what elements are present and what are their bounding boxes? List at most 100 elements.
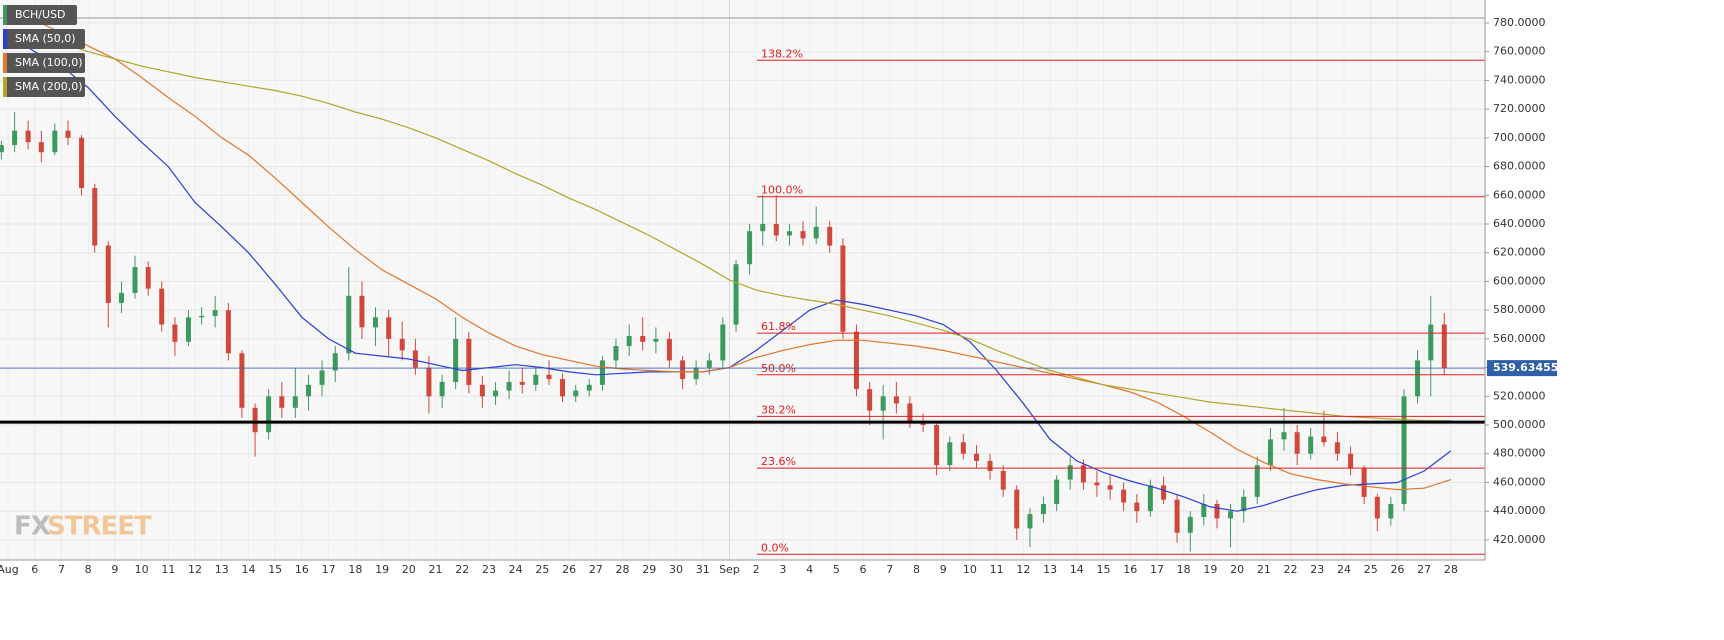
- x-tick-label: 8: [85, 563, 92, 576]
- x-tick-label: 24: [509, 563, 523, 576]
- x-tick-label: 3: [779, 563, 786, 576]
- candle-body: [640, 336, 646, 342]
- candle-body: [1241, 496, 1247, 512]
- candle-body: [533, 374, 539, 385]
- x-tick-label: 24: [1337, 563, 1351, 576]
- candle-body: [1134, 502, 1140, 512]
- x-tick-label: 6: [860, 563, 867, 576]
- candle-body: [613, 346, 619, 361]
- sma-line: [7, 8, 1452, 491]
- x-tick-label: 28: [1444, 563, 1458, 576]
- candle-body: [1294, 432, 1300, 454]
- candle-body: [453, 338, 459, 382]
- candle-body: [306, 384, 312, 397]
- candle-body: [1267, 439, 1273, 466]
- y-tick-label: 640.0000: [1493, 217, 1546, 230]
- x-tick-label: 2: [753, 563, 760, 576]
- candle-body: [1388, 504, 1394, 519]
- candle-body: [372, 317, 378, 328]
- y-tick-label: 780.0000: [1493, 16, 1546, 29]
- x-tick-label: 10: [963, 563, 977, 576]
- x-tick-label: 16: [295, 563, 309, 576]
- x-tick-label: 22: [1284, 563, 1298, 576]
- candle-body: [1107, 485, 1113, 490]
- candle-body: [466, 338, 472, 385]
- fib-label: 23.6%: [761, 455, 796, 468]
- x-tick-label: 8: [913, 563, 920, 576]
- y-tick-label: 500.0000: [1493, 418, 1546, 431]
- candle-body: [185, 317, 191, 342]
- candle-body: [279, 396, 285, 408]
- candle-body: [733, 264, 739, 325]
- candle-body: [680, 360, 686, 380]
- legend-box: [3, 77, 85, 97]
- candle-body: [1121, 489, 1127, 503]
- candle-body: [399, 338, 405, 351]
- candle-body: [1094, 482, 1100, 486]
- y-tick-label: 720.0000: [1493, 102, 1546, 115]
- candle-body: [212, 310, 218, 316]
- candle-body: [1080, 465, 1086, 483]
- y-tick-label: 480.0000: [1493, 447, 1546, 460]
- y-tick-label: 420.0000: [1493, 533, 1546, 546]
- x-tick-label: 23: [1310, 563, 1324, 576]
- x-tick-label: 17: [1150, 563, 1164, 576]
- candle-body: [907, 403, 913, 423]
- candle-body: [1415, 360, 1421, 397]
- candle-body: [266, 396, 272, 433]
- candle-body: [346, 295, 352, 354]
- candle-body: [599, 360, 605, 385]
- legend-swatch: [3, 77, 7, 97]
- candle-body: [960, 442, 966, 454]
- x-tick-label: 11: [990, 563, 1004, 576]
- candle-body: [132, 267, 138, 293]
- candle-body: [546, 374, 552, 380]
- candle-body: [519, 381, 525, 385]
- candle-body: [359, 295, 365, 328]
- fib-label: 38.2%: [761, 403, 796, 416]
- candle-body: [12, 130, 18, 146]
- candle-body: [292, 396, 298, 408]
- candle-body: [666, 338, 672, 361]
- candle-body: [172, 324, 178, 342]
- candle-body: [1147, 485, 1153, 512]
- y-tick-label: 760.0000: [1493, 45, 1546, 58]
- x-tick-label: 20: [402, 563, 416, 576]
- candle-body: [720, 324, 726, 361]
- x-tick-label: 25: [535, 563, 549, 576]
- candle-body: [65, 130, 71, 138]
- x-tick-label: 20: [1230, 563, 1244, 576]
- fib-label: 0.0%: [761, 541, 789, 554]
- legend-label: SMA (200,0): [15, 80, 83, 93]
- candle-body: [118, 292, 124, 303]
- candle-body: [52, 130, 58, 153]
- candle-body: [92, 188, 98, 246]
- candle-body: [159, 288, 165, 325]
- candle-body: [813, 226, 819, 239]
- y-tick-label: 560.0000: [1493, 332, 1546, 345]
- x-tick-label: 13: [1043, 563, 1057, 576]
- x-tick-label: 7: [886, 563, 893, 576]
- x-tick-label: 18: [1177, 563, 1191, 576]
- x-tick-label: 12: [188, 563, 202, 576]
- candle-body: [0, 145, 4, 153]
- last-price-label: 539.63455: [1493, 361, 1558, 374]
- candle-body: [506, 381, 512, 391]
- candle-body: [853, 331, 859, 390]
- x-tick-label: 27: [1417, 563, 1431, 576]
- x-tick-label: 16: [1123, 563, 1137, 576]
- candle-body: [1201, 504, 1207, 517]
- candle-body: [893, 396, 899, 404]
- candle-body: [79, 137, 85, 189]
- y-tick-label: 440.0000: [1493, 504, 1546, 517]
- x-tick-label: 10: [135, 563, 149, 576]
- x-tick-label: 14: [241, 563, 255, 576]
- y-tick-label: 600.0000: [1493, 274, 1546, 287]
- x-tick-label: 14: [1070, 563, 1084, 576]
- legend-swatch: [3, 53, 7, 73]
- fib-label: 100.0%: [761, 184, 803, 197]
- candle-body: [25, 130, 31, 143]
- candle-body: [626, 336, 632, 347]
- candle-body: [332, 353, 338, 371]
